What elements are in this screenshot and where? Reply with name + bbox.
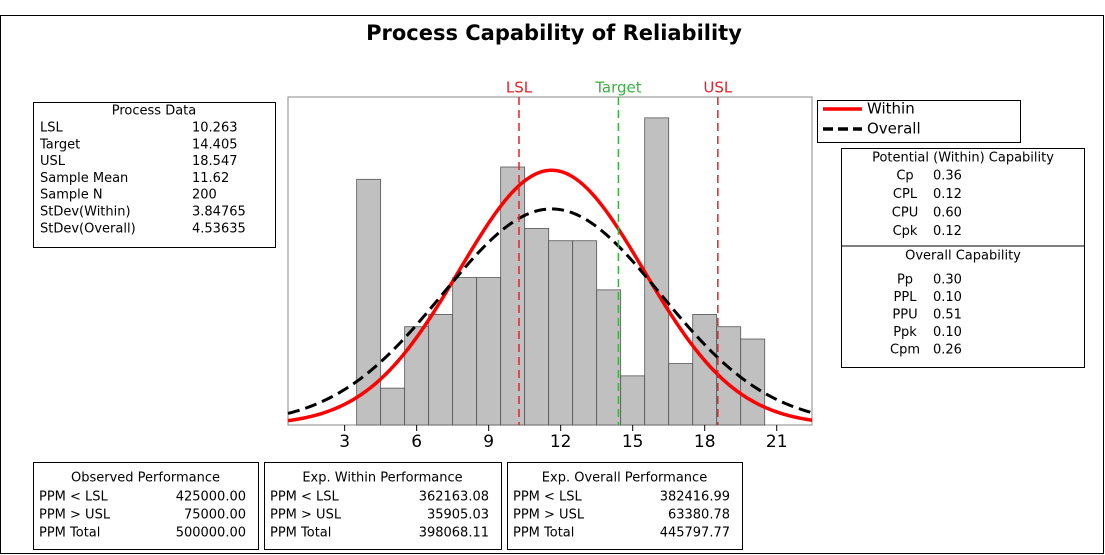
row-value: 0.30 (933, 273, 962, 288)
row-label: PPL (894, 290, 918, 305)
row-value: 11.62 (192, 171, 229, 186)
row-label: StDev(Overall) (40, 221, 136, 236)
performance-box (33, 462, 259, 550)
row-value: 14.405 (192, 137, 238, 152)
row-label: PPM < LSL (513, 490, 583, 505)
row-value: 0.60 (933, 206, 962, 221)
row-value: 0.10 (933, 325, 962, 340)
performance-box (264, 462, 502, 550)
row-value: 362163.08 (419, 490, 489, 505)
table-title: Exp. Within Performance (302, 471, 462, 486)
bar (380, 387, 406, 426)
row-label: PPM < LSL (270, 490, 340, 505)
row-value: 10.263 (192, 121, 238, 136)
bar (740, 338, 766, 426)
bar (668, 363, 694, 426)
row-label: Target (39, 137, 80, 152)
row-value: 35905.03 (427, 508, 489, 523)
bar (524, 228, 550, 426)
x-tick-label: 3 (339, 432, 350, 452)
bar (428, 314, 454, 426)
row-label: USL (40, 154, 66, 169)
row-label: CPL (893, 187, 918, 202)
row-value: 63380.78 (668, 508, 730, 523)
row-label: PPM > USL (39, 508, 111, 523)
row-label: PPM < LSL (39, 490, 109, 505)
row-value: 3.84765 (192, 205, 246, 220)
row-value: 0.12 (933, 224, 962, 239)
table-title: Exp. Overall Performance (542, 471, 707, 486)
table-title: Observed Performance (71, 471, 220, 486)
row-label: PPM Total (270, 526, 331, 541)
row-value: 0.26 (933, 343, 962, 358)
row-label: Sample Mean (40, 171, 128, 186)
legend-label: Overall (867, 120, 921, 138)
row-label: Ppk (893, 325, 917, 340)
chart-title: Process Capability of Reliability (366, 21, 742, 45)
x-tick-label: 18 (694, 432, 716, 452)
row-value: 0.10 (933, 290, 962, 305)
row-label: Sample N (40, 188, 103, 203)
row-label: Cpm (890, 343, 920, 358)
fit-curve (287, 168, 813, 423)
bar (620, 375, 646, 426)
process-data-box (33, 102, 276, 248)
x-tick-label: 6 (411, 432, 422, 452)
table-title: Potential (Within) Capability (872, 151, 1054, 166)
row-value: 500000.00 (176, 526, 246, 541)
bar (572, 240, 598, 426)
row-label: PPM Total (513, 526, 574, 541)
row-label: LSL (40, 121, 63, 136)
row-value: 75000.00 (184, 508, 246, 523)
x-tick-label: 21 (766, 432, 788, 452)
row-value: 398068.11 (419, 526, 489, 541)
fit-curve (287, 207, 813, 415)
row-value: 18.547 (192, 154, 238, 169)
spec-label: LSL (506, 79, 533, 97)
spec-label: USL (703, 79, 733, 97)
bar (548, 240, 574, 426)
row-label: Cpk (893, 224, 918, 239)
bar (476, 277, 502, 426)
x-tick-label: 15 (622, 432, 644, 452)
row-label: PPM > USL (270, 508, 342, 523)
row-label: CPU (892, 206, 918, 221)
x-tick-label: 9 (483, 432, 494, 452)
row-value: 0.51 (933, 308, 962, 323)
row-value: 425000.00 (176, 490, 246, 505)
table-title: Overall Capability (905, 249, 1021, 264)
row-label: Pp (897, 273, 913, 288)
row-label: StDev(Within) (40, 205, 131, 220)
row-value: 382416.99 (660, 490, 730, 505)
bar (404, 326, 430, 426)
row-label: PPM Total (39, 526, 100, 541)
bar (452, 277, 478, 426)
legend-label: Within (867, 100, 915, 118)
row-value: 0.12 (933, 187, 962, 202)
bar (500, 166, 526, 426)
bar (644, 117, 670, 426)
row-label: PPU (892, 308, 917, 323)
row-label: PPM > USL (513, 508, 585, 523)
bar (596, 289, 622, 426)
row-value: 0.36 (933, 169, 962, 184)
x-tick-label: 12 (550, 432, 572, 452)
spec-label: Target (594, 79, 642, 97)
table-title: Process Data (112, 104, 197, 119)
row-value: 445797.77 (660, 526, 730, 541)
row-label: Cp (896, 169, 913, 184)
row-value: 200 (192, 188, 217, 203)
row-value: 4.53635 (192, 221, 246, 236)
capability-box (841, 148, 1085, 368)
performance-box (507, 462, 743, 550)
